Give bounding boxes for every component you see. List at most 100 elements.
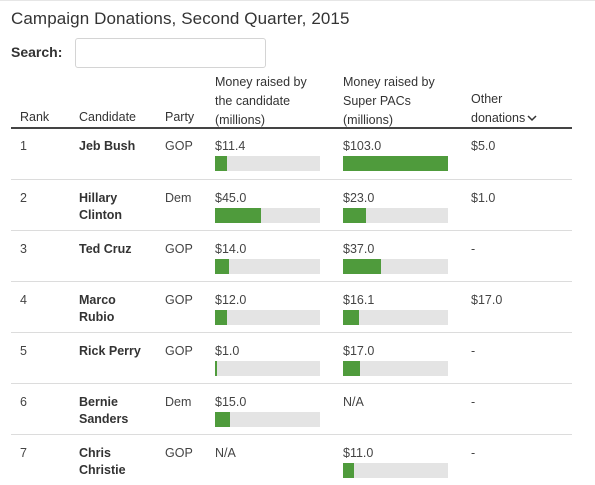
candidate-money-cell: $1.0 — [215, 344, 240, 358]
candidate-name-line: Rubio — [79, 310, 115, 324]
header-money-pacs[interactable]: Money raised by Super PACs (millions) — [343, 73, 435, 130]
pac-money-bar-track — [343, 156, 448, 171]
pac-money-cell: $103.0 — [343, 139, 382, 153]
candidate-name-line: Hillary — [79, 191, 118, 205]
candidate-money-cell: $11.4 — [215, 139, 246, 153]
candidate-money-bar-track — [215, 412, 320, 427]
party-cell: GOP — [165, 344, 193, 358]
candidate-money-cell: N/A — [215, 446, 236, 460]
header-other-line: Other — [471, 92, 503, 106]
other-donations-cell: - — [471, 395, 476, 409]
other-donations-cell: $5.0 — [471, 139, 496, 153]
page-title: Campaign Donations, Second Quarter, 2015 — [11, 9, 350, 28]
rank-cell: 5 — [20, 344, 27, 358]
header-other-donations[interactable]: Other donations — [471, 90, 537, 128]
other-donations-cell: $1.0 — [471, 191, 496, 205]
candidate-money-bar-fill — [215, 156, 227, 171]
party-cell: Dem — [165, 191, 192, 205]
header-candidate[interactable]: Candidate — [79, 110, 136, 124]
header-money-candidate-line: the candidate — [215, 94, 291, 108]
candidate-money-bar-fill — [215, 310, 228, 325]
candidate-money-bar-fill — [215, 208, 261, 223]
candidate-name-line: Bernie — [79, 395, 118, 409]
rank-cell: 6 — [20, 395, 27, 409]
pac-money-bar-track — [343, 361, 448, 376]
candidate-money-bar-track — [215, 208, 320, 223]
candidate-name-line: Jeb Bush — [79, 139, 136, 153]
pac-money-bar-track — [343, 310, 448, 325]
header-other-line-2: donations — [471, 109, 537, 128]
candidate-cell: Ted Cruz — [79, 241, 132, 258]
pac-money-bar-fill — [343, 310, 360, 325]
search-label: Search: — [11, 44, 63, 60]
table-row: 5 Rick Perry GOP $1.0 $17.0 - — [11, 333, 572, 384]
header-party[interactable]: Party — [165, 110, 195, 124]
candidate-name-line: Rick Perry — [79, 344, 141, 358]
pac-money-cell: $37.0 — [343, 242, 375, 256]
table-row: 6 Bernie Sanders Dem $15.0 N/A - — [11, 384, 572, 435]
party-cell: GOP — [165, 446, 193, 460]
pac-money-cell: $17.0 — [343, 344, 375, 358]
pac-money-bar-fill — [343, 208, 367, 223]
header-money-candidate-line: (millions) — [215, 113, 265, 127]
pac-money-cell: N/A — [343, 395, 364, 409]
header-money-pacs-line: (millions) — [343, 113, 393, 127]
candidate-money-bar-track — [215, 156, 320, 171]
candidate-money-cell: $15.0 — [215, 395, 247, 409]
pac-money-bar-track — [343, 463, 448, 478]
table-row: 3 Ted Cruz GOP $14.0 $37.0 - — [11, 231, 572, 282]
header-rank[interactable]: Rank — [20, 110, 50, 124]
table-row: 1 Jeb Bush GOP $11.4 $103.0 $5.0 — [11, 128, 572, 180]
pac-money-bar-fill — [343, 361, 361, 376]
table-row: 2 Hillary Clinton Dem $45.0 $23.0 $1.0 — [11, 180, 572, 231]
candidate-name-line: Clinton — [79, 208, 123, 222]
candidate-money-bar-fill — [215, 412, 231, 427]
candidate-money-bar-fill — [215, 361, 217, 376]
candidate-money-bar-track — [215, 361, 320, 376]
search-input[interactable] — [75, 38, 266, 68]
candidate-money-cell: $14.0 — [215, 242, 247, 256]
candidate-name-line: Ted Cruz — [79, 242, 132, 256]
candidate-money-bar-fill — [215, 259, 230, 274]
candidate-cell: Rick Perry — [79, 343, 141, 360]
candidate-name-line: Chris — [79, 446, 111, 460]
pac-money-bar-fill — [343, 463, 355, 478]
header-other-label: donations — [471, 111, 526, 125]
top-divider — [0, 0, 595, 1]
party-cell: GOP — [165, 139, 193, 153]
candidate-cell: Chris Christie — [79, 445, 126, 479]
pac-money-cell: $16.1 — [343, 293, 375, 307]
rank-cell: 2 — [20, 191, 27, 205]
header-money-pacs-line: Super PACs — [343, 94, 411, 108]
rank-cell: 4 — [20, 293, 27, 307]
candidate-name-line: Christie — [79, 463, 126, 477]
pac-money-bar-track — [343, 208, 448, 223]
party-cell: GOP — [165, 242, 193, 256]
rank-cell: 3 — [20, 242, 27, 256]
candidate-cell: Hillary Clinton — [79, 190, 122, 224]
other-donations-cell: - — [471, 446, 476, 460]
candidate-money-cell: $45.0 — [215, 191, 247, 205]
party-cell: Dem — [165, 395, 192, 409]
other-donations-cell: - — [471, 242, 476, 256]
chevron-down-icon — [527, 115, 537, 122]
header-divider — [11, 127, 572, 129]
pac-money-bar-fill — [343, 259, 381, 274]
header-money-candidate[interactable]: Money raised by the candidate (millions) — [215, 73, 307, 130]
candidate-money-bar-track — [215, 310, 320, 325]
table-row: 4 Marco Rubio GOP $12.0 $16.1 $17.0 — [11, 282, 572, 333]
rank-cell: 7 — [20, 446, 27, 460]
pac-money-bar-track — [343, 259, 448, 274]
pac-money-bar-fill — [343, 156, 448, 171]
header-money-pacs-line: Money raised by — [343, 75, 435, 89]
pac-money-cell: $23.0 — [343, 191, 375, 205]
other-donations-cell: - — [471, 344, 476, 358]
candidate-cell: Jeb Bush — [79, 138, 135, 155]
other-donations-cell: $17.0 — [471, 293, 503, 307]
candidate-cell: Bernie Sanders — [79, 394, 128, 428]
party-cell: GOP — [165, 293, 193, 307]
table-row: 7 Chris Christie GOP N/A $11.0 - — [11, 435, 572, 485]
candidate-cell: Marco Rubio — [79, 292, 116, 326]
candidate-money-cell: $12.0 — [215, 293, 247, 307]
rank-cell: 1 — [20, 139, 27, 153]
